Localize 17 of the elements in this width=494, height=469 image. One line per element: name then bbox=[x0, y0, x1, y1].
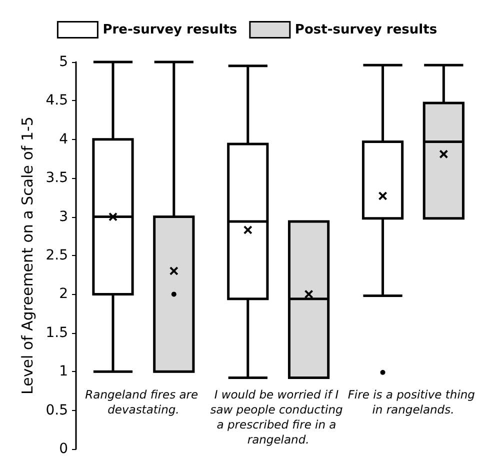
y-tick-label: 0.5 bbox=[46, 402, 68, 418]
x-tick-label: Rangeland fires are devastating. bbox=[85, 388, 202, 416]
y-tick-label: 4 bbox=[59, 131, 68, 148]
x-tick-label: I would be worried if I saw people conducting a prescribed fire in a rangeland. bbox=[210, 388, 346, 446]
y-tick-label: 1.5 bbox=[46, 324, 68, 341]
y-tick-label: 1 bbox=[59, 364, 68, 380]
y-tick-label: 3.5 bbox=[46, 170, 68, 186]
y-axis-title: Level of Agreement on a Scale of 1-5 bbox=[18, 116, 36, 394]
x-tick-label: Fire is a positive thing in rangelands. bbox=[348, 388, 479, 416]
y-tick-label: 5 bbox=[59, 54, 68, 70]
y-tick-label: 4.5 bbox=[46, 92, 68, 109]
legend-label: Post-survey results bbox=[294, 22, 438, 38]
legend-label: Pre-survey results bbox=[102, 22, 238, 38]
y-tick-label: 0 bbox=[59, 441, 68, 457]
y-tick-label: 2.5 bbox=[46, 248, 68, 264]
y-tick-label: 2 bbox=[59, 286, 68, 302]
y-tick-label: 3 bbox=[59, 208, 68, 225]
